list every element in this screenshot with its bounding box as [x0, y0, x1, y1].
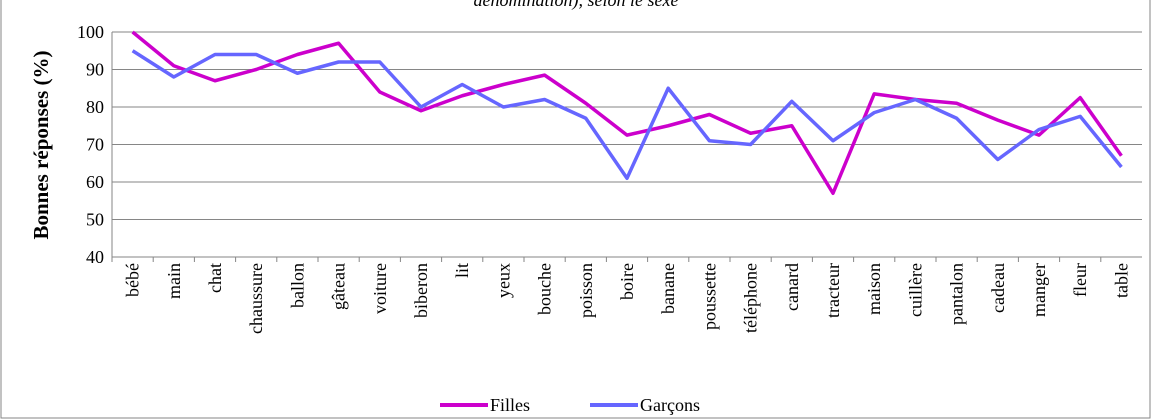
x-tick-label: bouche — [535, 263, 555, 315]
legend-label: Filles — [490, 395, 530, 415]
x-tick-label: cadeau — [988, 263, 1008, 313]
y-tick-label: 100 — [77, 22, 104, 42]
x-tick-label: canard — [782, 263, 802, 311]
x-tick-label: ballon — [287, 263, 307, 308]
x-tick-label: fleur — [1070, 263, 1090, 297]
x-tick-label: main — [164, 263, 184, 299]
line-series — [131, 49, 1123, 180]
line-series — [131, 30, 1123, 195]
chart-title: dénomination), selon le sexe — [474, 0, 679, 11]
x-tick-label: chat — [205, 263, 225, 293]
x-tick-label: pantalon — [947, 263, 967, 325]
x-tick-label: maison — [864, 263, 884, 315]
x-tick-label: gâteau — [329, 263, 349, 310]
x-tick-label: chaussure — [246, 263, 266, 334]
y-tick-label: 60 — [86, 172, 104, 192]
x-tick-label: yeux — [493, 263, 513, 298]
x-tick-label: cuillère — [905, 263, 925, 317]
x-tick-label: bébé — [123, 263, 143, 297]
y-tick-label: 90 — [86, 60, 104, 80]
x-tick-label: biberon — [411, 263, 431, 318]
x-tick-label: table — [1111, 263, 1131, 298]
x-tick-label: manger — [1029, 263, 1049, 317]
x-tick-label: poussette — [699, 263, 719, 330]
y-tick-label: 50 — [86, 210, 104, 230]
legend-label: Garçons — [640, 395, 700, 415]
x-tick-label: téléphone — [741, 263, 761, 333]
y-tick-label: 80 — [86, 97, 104, 117]
x-tick-label: boire — [617, 263, 637, 300]
y-axis-label: Bonnes réponses (%) — [29, 50, 53, 239]
y-tick-label: 40 — [86, 247, 104, 267]
x-tick-label: voiture — [370, 263, 390, 314]
y-tick-label: 70 — [86, 135, 104, 155]
x-tick-label: banane — [658, 263, 678, 314]
x-tick-label: tracteur — [823, 263, 843, 318]
x-tick-label: poisson — [576, 263, 596, 318]
x-tick-label: lit — [452, 263, 472, 278]
